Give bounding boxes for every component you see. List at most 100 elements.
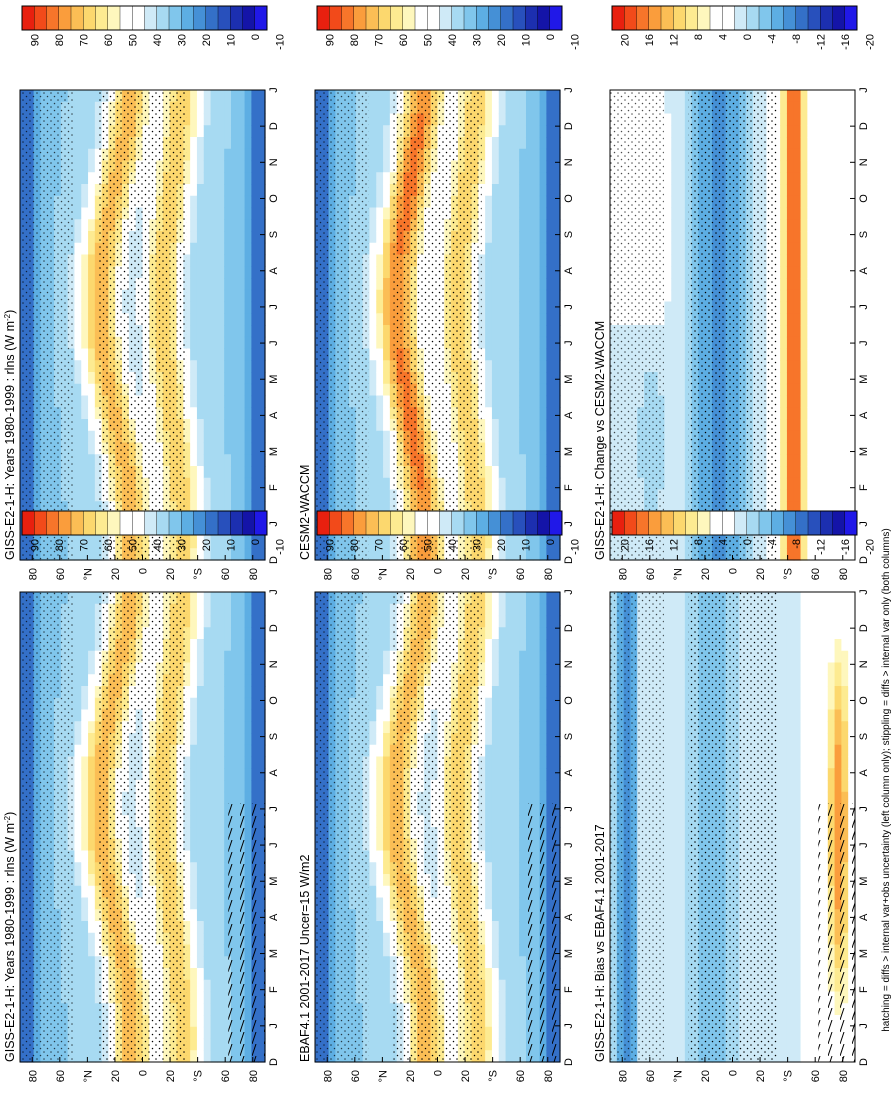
x-tick-label: J [858,842,870,848]
y-tick-label: °S [783,568,795,580]
colorbar-swatch [95,5,109,31]
panel-title: EBAF4.1 2001-2017 Uncer=15 W/m2 [298,855,312,1062]
colorbar-swatch [783,5,797,31]
colorbar-label: 80 [349,539,361,551]
colorbar-label: 20 [619,34,631,46]
x-tick-label: S [268,231,280,238]
colorbar-label: 50 [127,539,139,551]
colorbar-swatch [783,510,797,536]
colorbar-label: 50 [127,34,139,46]
hatching [228,803,265,1062]
colorbar-label: 12 [668,539,680,551]
y-tick-label: 0 [728,568,740,574]
colorbar-label: 10 [520,539,532,551]
colorbar-label: 80 [349,34,361,46]
colorbar-swatch [844,510,858,536]
colorbar-swatch [58,5,72,31]
y-tick-label: 80 [248,568,260,580]
panel-title: GISS-E2-1-H: Change vs CESM2-WACCM [593,321,607,560]
y-tick-label: 80 [543,568,555,580]
colorbar-swatch [746,510,760,536]
colorbar-swatch [365,5,379,31]
x-tick-label: N [268,158,280,166]
x-tick-label: O [268,696,280,705]
colorbar-swatch [107,5,121,31]
colorbar-swatch [439,5,453,31]
colorbar-swatch [242,5,256,31]
x-tick-label: J [563,589,575,595]
x-tick-label: M [268,949,280,958]
colorbar-swatch [254,5,268,31]
colorbar-swatch [46,510,60,536]
colorbar-swatch [193,510,207,536]
stippling [315,592,369,1062]
x-tick-label: D [563,624,575,632]
colorbar-label: 80 [54,539,66,551]
y-tick-label: °S [488,1070,500,1082]
y-tick-label: 60 [220,1070,232,1082]
colorbar-label: 30 [471,34,483,46]
x-tick-label: A [268,913,280,921]
colorbar-swatch [488,510,502,536]
x-tick-label: M [858,447,870,456]
colorbar-swatch [181,5,195,31]
stippling [688,592,777,1062]
panel-0: D J F M A M J J A S O N D J 80 60 °N 20 0 20 °S 60 80 GISS-E2-1… [3,589,281,1082]
colorbar-label: 50 [422,34,434,46]
panel-title: CESM2-WACCM [298,465,312,560]
colorbar-label: 8 [693,539,705,545]
x-tick-label: J [268,340,280,346]
colorbar-frame [316,5,563,31]
x-tick-label: M [268,877,280,886]
colorbar-swatch [83,5,97,31]
colorbar-swatch [34,510,48,536]
colorbar-swatch [329,5,343,31]
colorbar-swatch [832,510,846,536]
colorbar-swatch [230,5,244,31]
colorbar-label: 20 [619,539,631,551]
stippling [98,90,187,560]
x-tick-label: O [563,696,575,705]
colorbar-swatch [525,510,539,536]
x-tick-label: D [563,556,575,564]
colorbar-swatch [205,5,219,31]
x-tick-label: F [268,986,280,993]
y-tick-label: 60 [810,1070,822,1082]
colorbar-swatch [636,510,650,536]
y-tick-label: 0 [433,1070,445,1076]
x-tick-label: J [563,340,575,346]
colorbar-swatch [217,510,231,536]
colorbar-swatch [709,5,723,31]
colorbar-swatch [46,5,60,31]
x-tick-label: D [858,1058,870,1066]
colorbar-swatch [636,5,650,31]
colorbar-label: 0 [545,539,557,545]
colorbar-label: 0 [250,539,262,545]
colorbar-label: -12 [815,34,827,50]
colorbar-swatch [648,5,662,31]
colorbar-swatch [673,510,687,536]
y-tick-label: 80 [838,568,850,580]
y-tick-label: 60 [55,568,67,580]
colorbar-swatch [512,510,526,536]
y-tick-label: 20 [405,568,417,580]
x-tick-label: M [858,877,870,886]
colorbar-swatch [549,5,563,31]
colorbar-label: 12 [668,34,680,46]
stippling [610,592,664,1062]
x-tick-label: J [563,521,575,527]
x-tick-label: D [858,122,870,130]
colorbar-label: 20 [496,34,508,46]
x-tick-label: S [563,733,575,740]
colorbar-label: 60 [398,539,410,551]
colorbar-label: -8 [791,34,803,44]
y-tick-label: 60 [220,568,232,580]
colorbar-label: 4 [717,539,729,545]
x-tick-label: S [858,733,870,740]
colorbar-swatch [660,5,674,31]
colorbar-swatch [414,5,428,31]
colorbar-1: 90 80 70 60 50 40 30 20 10 0 -10 [21,5,286,50]
